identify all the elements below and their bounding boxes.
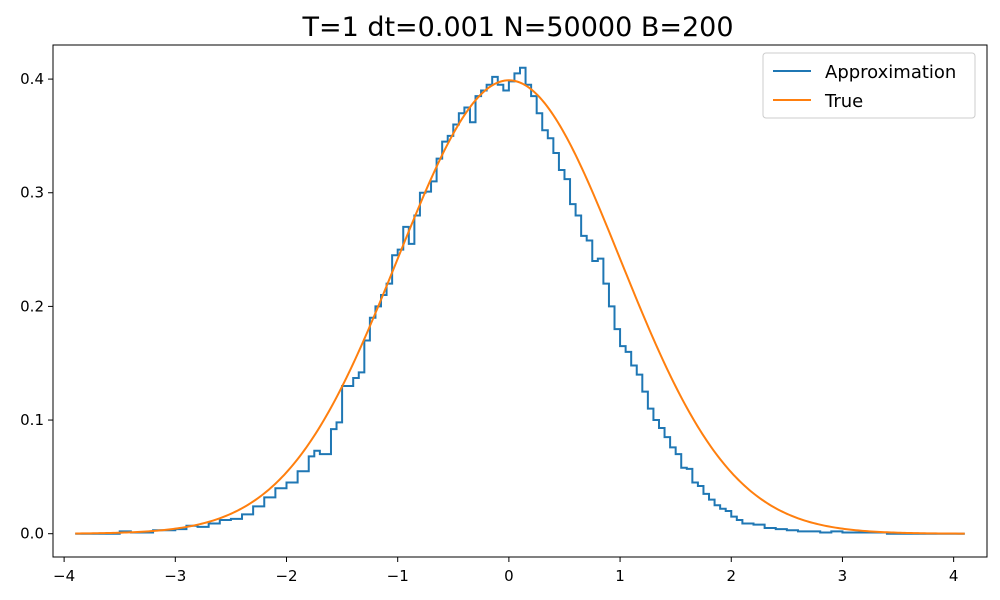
legend-box	[762, 52, 976, 119]
x-tick-label: −1	[387, 567, 409, 585]
series-layer	[75, 66, 965, 535]
y-tick-label: 0.0	[20, 525, 44, 543]
x-tick-label: 1	[615, 567, 625, 585]
y-tick-label: 0.4	[20, 70, 44, 88]
legend-label-approximation: Approximation	[825, 62, 956, 83]
legend-label-true: True	[824, 91, 863, 112]
series-approximation-line	[75, 66, 965, 535]
chart-title: T=1 dt=0.001 N=50000 B=200	[301, 12, 733, 43]
legend: Approximation True	[762, 52, 976, 119]
x-tick-label: 2	[726, 567, 736, 585]
y-tick-label: 0.1	[20, 411, 44, 429]
y-tick-label: 0.2	[20, 297, 44, 315]
y-tick-label: 0.3	[20, 184, 44, 202]
plot-frame	[52, 44, 988, 558]
x-tick-label: 3	[838, 567, 848, 585]
x-tick-label: −2	[275, 567, 297, 585]
x-axis-ticks: −4 −3 −2 −1 0 1 2 3 4	[53, 557, 958, 585]
x-tick-label: −3	[164, 567, 186, 585]
plot-area	[53, 45, 987, 557]
x-tick-label: 4	[949, 567, 959, 585]
series-true-line	[75, 79, 965, 535]
y-axis-ticks: 0.0 0.1 0.2 0.3 0.4	[20, 70, 53, 543]
x-tick-label: 0	[504, 567, 514, 585]
x-tick-label: −4	[53, 567, 75, 585]
